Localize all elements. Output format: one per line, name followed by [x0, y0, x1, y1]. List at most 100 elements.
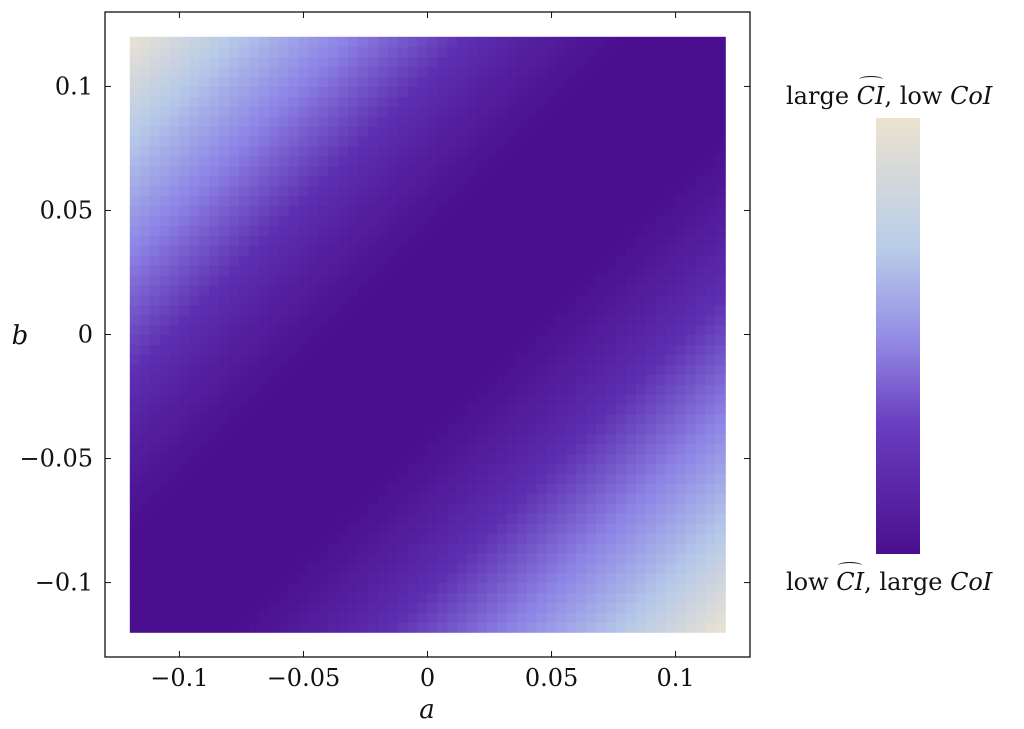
heatmap-cell [635, 552, 647, 564]
heatmap-cell [169, 36, 181, 48]
heatmap-cell [447, 443, 458, 455]
heatmap-cell [318, 443, 329, 455]
heatmap-cell [576, 592, 587, 604]
heatmap-cell [447, 66, 458, 78]
heatmap-cell [625, 126, 637, 137]
heatmap-cell [159, 542, 171, 554]
heatmap-cell [477, 205, 488, 217]
heatmap-cell [417, 513, 429, 524]
heatmap-cell [248, 126, 260, 137]
heatmap-cell [189, 354, 200, 365]
heatmap-cell [616, 384, 627, 395]
heatmap-cell [566, 344, 577, 355]
heatmap-cell [268, 36, 280, 48]
heatmap-cell [645, 503, 657, 514]
heatmap-cell [616, 572, 627, 584]
heatmap-cell [606, 572, 617, 584]
heatmap-cell [288, 552, 300, 564]
heatmap-cell [437, 433, 448, 445]
heatmap-cell [397, 185, 409, 197]
heatmap-cell [387, 106, 399, 117]
heatmap-cell [437, 255, 448, 266]
heatmap-cell [536, 205, 548, 217]
heatmap-cell [407, 552, 419, 564]
heatmap-cell [387, 552, 399, 564]
heatmap-cell [516, 413, 528, 425]
heatmap-cell [437, 245, 448, 256]
heatmap-cell [596, 364, 607, 375]
heatmap-cell [407, 503, 419, 514]
heatmap-cell [417, 314, 429, 326]
heatmap-cell [397, 433, 409, 445]
heatmap-cell [625, 532, 637, 544]
heatmap-cell [258, 612, 270, 623]
heatmap-cell [596, 165, 607, 177]
heatmap-cell [447, 513, 458, 524]
heatmap-cell [278, 552, 290, 564]
heatmap-cell [318, 274, 329, 286]
heatmap-cell [506, 175, 518, 187]
heatmap-cell [387, 255, 399, 266]
heatmap-cell [665, 344, 677, 355]
heatmap-cell [308, 612, 319, 623]
heatmap-cell [139, 344, 151, 355]
heatmap-cell [308, 513, 319, 524]
heatmap-cell [397, 36, 409, 48]
heatmap-cell [308, 532, 319, 544]
heatmap-cell [149, 76, 161, 88]
heatmap-cell [258, 384, 270, 395]
heatmap-cell [199, 304, 210, 316]
heatmap-cell [625, 36, 637, 48]
heatmap-cell [645, 86, 657, 97]
heatmap-cell [576, 274, 587, 286]
heatmap-cell [536, 463, 548, 475]
heatmap-cell [129, 493, 141, 504]
heatmap-cell [477, 265, 488, 276]
heatmap-cell [447, 235, 458, 246]
heatmap-cell [358, 96, 369, 107]
heatmap-cell [556, 66, 568, 78]
heatmap-cell [238, 185, 250, 197]
heatmap-cell [248, 274, 260, 286]
heatmap-cell [496, 364, 508, 375]
heatmap-cell [358, 364, 369, 375]
heatmap-cell [387, 76, 399, 88]
heatmap-cell [139, 116, 151, 127]
heatmap-cell [437, 86, 448, 97]
heatmap-cell [358, 175, 369, 187]
heatmap-cell [715, 136, 726, 147]
heatmap-cell [576, 235, 587, 246]
heatmap-cell [238, 284, 250, 296]
heatmap-cell [407, 532, 419, 544]
heatmap-cell [209, 394, 220, 405]
heatmap-cell [675, 443, 687, 455]
heatmap-cell [437, 572, 448, 584]
heatmap-cell [447, 602, 458, 613]
heatmap-cell [358, 493, 369, 504]
heatmap-cell [298, 56, 310, 68]
heatmap-cell [179, 86, 190, 97]
heatmap-cell [229, 145, 240, 157]
heatmap-cell [358, 145, 369, 157]
heatmap-cell [546, 255, 558, 266]
heatmap-cell [477, 344, 488, 355]
heatmap-cell [635, 136, 647, 147]
heatmap-cell [715, 582, 726, 594]
heatmap-cell [229, 513, 240, 524]
heatmap-cell [715, 106, 726, 117]
heatmap-cell [219, 255, 230, 266]
heatmap-cell [477, 324, 488, 336]
heatmap-cell [358, 463, 369, 475]
heatmap-cell [159, 136, 171, 147]
heatmap-cell [715, 175, 726, 187]
heatmap-cell [387, 433, 399, 445]
heatmap-cell [348, 235, 359, 246]
heatmap-cell [377, 542, 389, 554]
heatmap-cell [417, 136, 429, 147]
heatmap-cell [229, 334, 240, 346]
heatmap-cell [487, 56, 498, 68]
heatmap-cell [149, 165, 161, 177]
heatmap-cell [625, 592, 637, 604]
heatmap-cell [576, 523, 587, 534]
heatmap-cell [238, 354, 250, 365]
